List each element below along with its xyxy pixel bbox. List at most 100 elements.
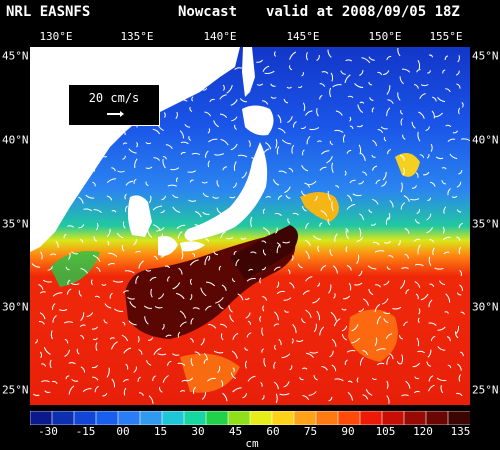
velocity-vector	[327, 49, 332, 58]
velocity-vector	[413, 390, 420, 394]
velocity-vector	[215, 297, 224, 304]
velocity-vector	[358, 144, 362, 155]
velocity-vector	[306, 135, 311, 145]
velocity-vector	[218, 303, 224, 310]
velocity-vector	[309, 351, 319, 354]
velocity-vector	[179, 310, 187, 319]
velocity-vector	[316, 107, 319, 117]
velocity-vector	[246, 277, 256, 282]
velocity-vector	[76, 55, 83, 57]
velocity-vector	[457, 363, 462, 371]
velocity-vector	[345, 59, 353, 62]
velocity-vector	[458, 374, 462, 382]
velocity-vector	[349, 125, 354, 129]
velocity-vector	[248, 182, 257, 187]
velocity-vector	[220, 380, 224, 387]
velocity-vector	[120, 73, 125, 77]
velocity-vector	[262, 120, 267, 127]
velocity-vector	[179, 130, 185, 139]
velocity-vector	[434, 112, 444, 118]
velocity-vector	[235, 258, 240, 267]
velocity-vector	[202, 87, 208, 91]
velocity-vector	[417, 131, 421, 142]
velocity-vector	[367, 265, 377, 270]
velocity-vector	[383, 311, 391, 315]
velocity-vector	[220, 231, 226, 239]
velocity-vector	[375, 284, 382, 288]
velocity-vector	[248, 268, 254, 272]
velocity-vector	[283, 98, 289, 104]
velocity-vector	[426, 153, 430, 159]
velocity-vector	[372, 198, 379, 205]
velocity-vector	[134, 158, 138, 169]
velocity-vector	[460, 351, 464, 357]
velocity-vector	[316, 310, 321, 321]
velocity-vector	[144, 316, 149, 325]
velocity-vector	[275, 138, 278, 149]
velocity-vector	[262, 65, 270, 72]
velocity-vector	[288, 167, 294, 173]
velocity-vector	[434, 267, 444, 270]
velocity-vector	[377, 129, 384, 134]
velocity-vector	[48, 124, 53, 128]
velocity-vector	[334, 233, 338, 243]
velocity-vector	[152, 128, 161, 135]
colorbar-swatch	[403, 411, 427, 425]
velocity-vector	[180, 151, 186, 155]
velocity-vector	[371, 107, 375, 113]
velocity-vector	[153, 347, 162, 356]
velocity-vector	[136, 209, 144, 213]
velocity-vector	[316, 55, 320, 62]
velocity-vector	[111, 167, 116, 172]
velocity-vector	[44, 390, 51, 393]
velocity-vector	[456, 236, 461, 241]
velocity-vector	[189, 259, 199, 266]
velocity-vector	[361, 57, 371, 64]
velocity-vector	[109, 337, 115, 340]
velocity-vector	[166, 97, 174, 101]
velocity-vector	[184, 123, 191, 128]
velocity-vector	[302, 102, 306, 112]
velocity-vector	[389, 200, 394, 208]
velocity-vector	[41, 380, 50, 383]
colorbar-swatch	[359, 411, 383, 425]
velocity-vector	[38, 57, 44, 63]
velocity-vector	[437, 326, 446, 331]
velocity-vector	[430, 335, 436, 341]
velocity-vector	[359, 101, 365, 104]
velocity-vector	[250, 216, 253, 228]
velocity-vector	[189, 294, 193, 301]
velocity-vector	[179, 321, 187, 327]
velocity-vector	[63, 69, 69, 73]
velocity-vector	[259, 277, 262, 284]
velocity-vector	[93, 236, 98, 242]
velocity-vector	[380, 126, 388, 130]
velocity-vector	[230, 99, 238, 106]
velocity-vector	[397, 239, 401, 246]
velocity-vector	[246, 332, 252, 338]
velocity-vector	[354, 282, 363, 286]
velocity-vector	[178, 267, 183, 275]
velocity-vector	[220, 323, 228, 328]
velocity-vector	[344, 359, 348, 366]
velocity-vector	[375, 179, 381, 185]
velocity-vector	[344, 74, 351, 84]
velocity-vector	[327, 218, 331, 226]
velocity-vector	[148, 395, 154, 404]
velocity-vector	[259, 315, 262, 322]
velocity-vector	[262, 227, 271, 235]
velocity-vector	[273, 361, 276, 369]
velocity-vector	[112, 280, 124, 283]
velocity-vector	[165, 334, 172, 338]
velocity-vector	[250, 251, 257, 254]
velocity-vector	[327, 190, 332, 201]
velocity-vector	[456, 83, 461, 89]
velocity-vector	[93, 209, 102, 214]
velocity-vector	[165, 144, 173, 150]
velocity-vector	[317, 245, 320, 253]
velocity-vector	[404, 253, 409, 259]
velocity-vector	[195, 211, 202, 218]
velocity-vector	[291, 255, 294, 261]
velocity-vector	[221, 284, 227, 291]
velocity-vector	[273, 323, 280, 327]
